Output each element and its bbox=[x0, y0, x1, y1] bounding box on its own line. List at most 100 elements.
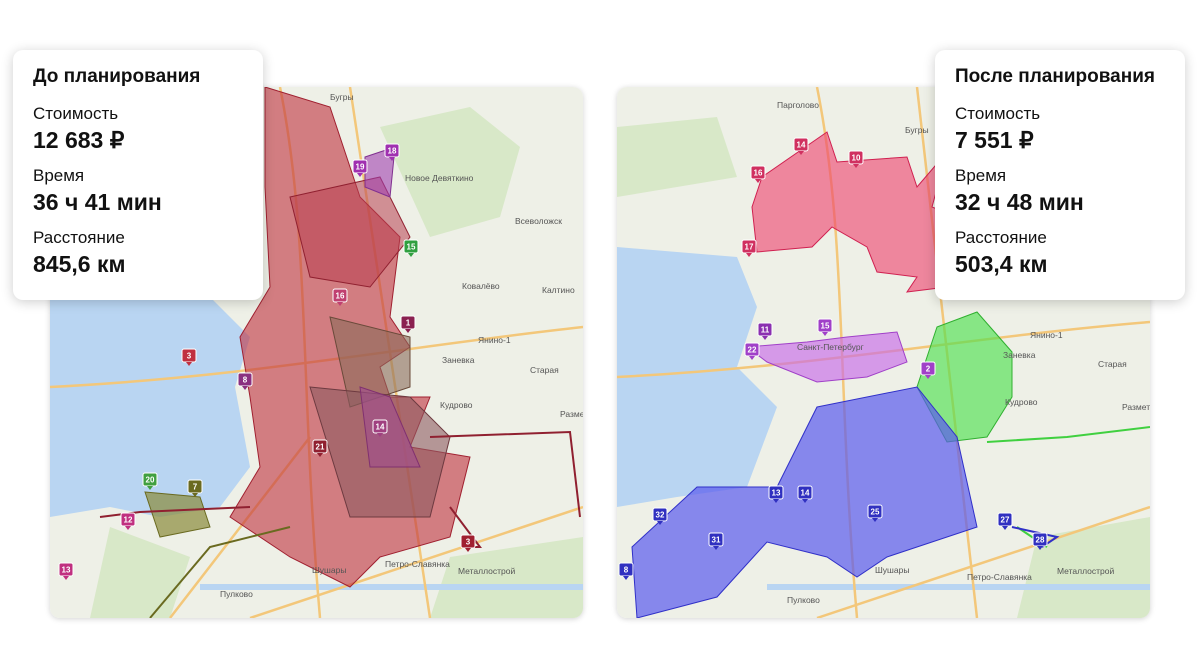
marker-label: 7 bbox=[193, 483, 198, 492]
place-label: Металлострой bbox=[458, 566, 515, 576]
map-canvas: Бугры Новое Девяткино Всеволожск Ковалёво Ка… bbox=[50, 87, 583, 618]
place-label: Кудрово bbox=[440, 400, 473, 410]
marker-pin bbox=[802, 499, 808, 503]
marker-pin bbox=[755, 179, 761, 183]
route bbox=[149, 526, 291, 618]
marker-pin bbox=[749, 356, 755, 360]
marker-pin bbox=[853, 164, 859, 168]
zone bbox=[631, 386, 978, 618]
metric-label: Расстояние bbox=[33, 228, 125, 247]
marker-label: 19 bbox=[356, 163, 365, 172]
marker-label: 1 bbox=[406, 319, 411, 328]
place-label: Бугры bbox=[905, 125, 929, 135]
marker-pin bbox=[773, 499, 779, 503]
marker-pin bbox=[192, 493, 198, 497]
marker-pin bbox=[713, 546, 719, 550]
marker-pin bbox=[623, 576, 629, 580]
metric-value: 7 551 ₽ bbox=[955, 127, 1034, 153]
marker-label: 18 bbox=[388, 147, 397, 156]
marker-pin bbox=[357, 173, 363, 177]
place-label: Заневка bbox=[1003, 350, 1036, 360]
place-label: Бугры bbox=[330, 92, 354, 102]
metric-value: 845,6 км bbox=[33, 251, 126, 277]
marker-label: 8 bbox=[624, 566, 629, 575]
place-label: Металлострой bbox=[1057, 566, 1114, 576]
place-label: Новое Девяткино bbox=[405, 173, 474, 183]
place-label: Кудрово bbox=[1005, 397, 1038, 407]
marker-pin bbox=[337, 302, 343, 306]
place-label: Разметелево bbox=[560, 409, 583, 419]
marker-pin bbox=[822, 332, 828, 336]
marker-pin bbox=[389, 157, 395, 161]
zone bbox=[745, 331, 908, 383]
marker-pin bbox=[377, 433, 383, 437]
place-label: Петро-Славянка bbox=[967, 572, 1032, 582]
marker-pin bbox=[242, 386, 248, 390]
place-label: Калтино bbox=[542, 285, 575, 295]
marker-label: 13 bbox=[62, 566, 71, 575]
marker-pin bbox=[925, 375, 931, 379]
metric-label: Стоимость bbox=[33, 104, 119, 123]
place-label: Янино-1 bbox=[1030, 330, 1063, 340]
marker-label: 22 bbox=[748, 346, 757, 355]
marker-label: 2 bbox=[926, 365, 931, 374]
marker-label: 16 bbox=[754, 169, 763, 178]
place-label: Санкт-Петербург bbox=[797, 342, 864, 352]
marker-label: 13 bbox=[772, 489, 781, 498]
place-label: Парголово bbox=[777, 100, 819, 110]
marker-pin bbox=[408, 253, 414, 257]
marker-label: 10 bbox=[852, 154, 861, 163]
zone bbox=[329, 316, 411, 408]
marker-label: 27 bbox=[1001, 516, 1010, 525]
zone bbox=[359, 386, 421, 468]
place-label: Пулково bbox=[220, 589, 253, 599]
marker-label: 15 bbox=[821, 322, 830, 331]
marker-label: 25 bbox=[871, 508, 880, 517]
marker-label: 3 bbox=[466, 538, 471, 547]
forest bbox=[90, 107, 583, 618]
metric-label: Стоимость bbox=[955, 104, 1041, 123]
marker-label: 32 bbox=[656, 511, 665, 520]
metric-label: Время bbox=[33, 166, 85, 185]
marker-label: 14 bbox=[376, 423, 385, 432]
marker-label: 8 bbox=[243, 376, 248, 385]
place-label: Заневка bbox=[442, 355, 475, 365]
summary-card: После планирования Стоимость 7 551 ₽ Вре… bbox=[935, 50, 1185, 300]
map-before: Бугры Новое Девяткино Всеволожск Ковалёво Ка… bbox=[50, 87, 583, 618]
marker-label: 20 bbox=[146, 476, 155, 485]
marker-label: 3 bbox=[187, 352, 192, 361]
place-label: Шушары bbox=[875, 565, 909, 575]
marker-pin bbox=[317, 453, 323, 457]
marker-pin bbox=[125, 526, 131, 530]
metric-value: 36 ч 41 мин bbox=[33, 189, 162, 215]
marker-pin bbox=[1037, 546, 1043, 550]
marker-pin bbox=[1002, 526, 1008, 530]
marker-label: 16 bbox=[336, 292, 345, 301]
water bbox=[50, 277, 250, 517]
metric-value: 503,4 км bbox=[955, 251, 1048, 277]
marker-label: 14 bbox=[797, 141, 806, 150]
marker-pin bbox=[746, 253, 752, 257]
marker-pin bbox=[872, 518, 878, 522]
marker-label: 15 bbox=[407, 243, 416, 252]
zone bbox=[751, 131, 958, 293]
marker-label: 12 bbox=[124, 516, 133, 525]
place-label: Янино-1 bbox=[478, 335, 511, 345]
place-label: Ковалёво bbox=[462, 281, 500, 291]
marker-pin bbox=[405, 329, 411, 333]
metric-label: Время bbox=[955, 166, 1007, 185]
marker-pin bbox=[465, 548, 471, 552]
marker-pin bbox=[657, 521, 663, 525]
forest bbox=[617, 117, 1150, 618]
card-title: До планирования bbox=[33, 66, 201, 87]
marker-pin bbox=[798, 151, 804, 155]
marker-pin bbox=[147, 486, 153, 490]
place-label: Разметелево bbox=[1122, 402, 1150, 412]
marker-pin bbox=[186, 362, 192, 366]
marker-pin bbox=[762, 336, 768, 340]
marker-label: 17 bbox=[745, 243, 754, 252]
marker-pin bbox=[63, 576, 69, 580]
place-label: Петро-Славянка bbox=[385, 559, 450, 569]
metric-label: Расстояние bbox=[955, 228, 1047, 247]
